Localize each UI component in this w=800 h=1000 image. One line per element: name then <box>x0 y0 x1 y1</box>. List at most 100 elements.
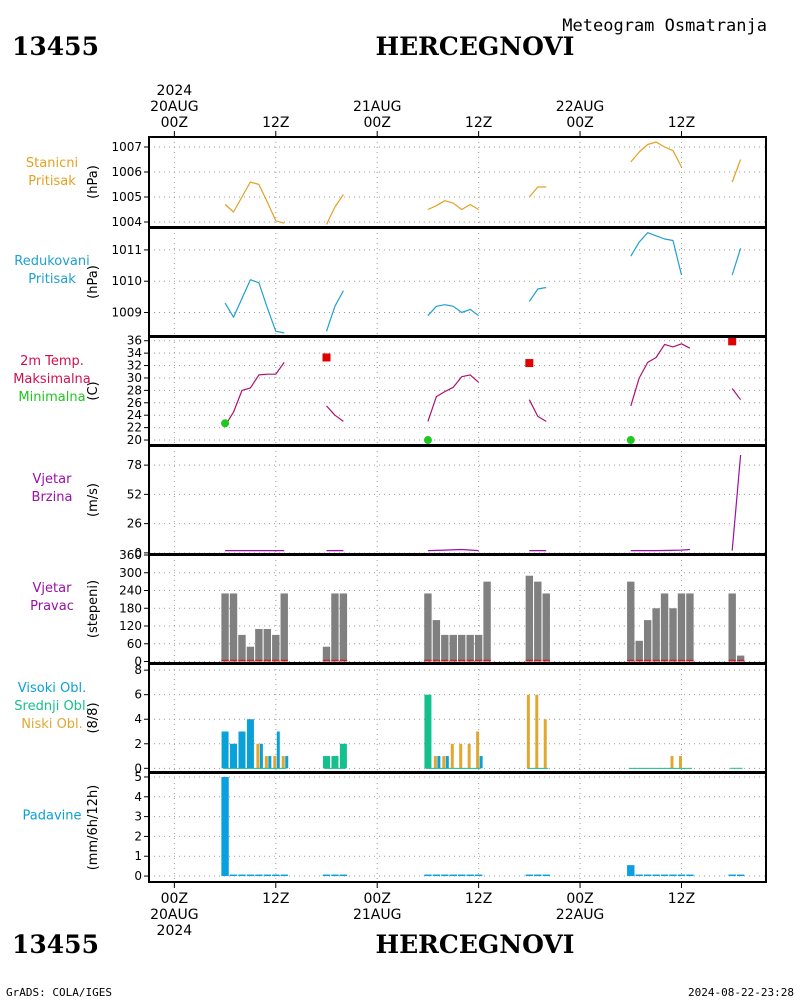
y-tick-label: 4 <box>134 712 142 726</box>
y-tick-label: 1010 <box>111 274 142 288</box>
precipitation-bar <box>238 874 246 877</box>
panel-label-line: Pritisak <box>28 272 76 287</box>
panel-label-line: Redukovani <box>14 254 89 269</box>
precipitation-bar <box>458 874 466 877</box>
precipitation-bar <box>424 874 432 877</box>
precipitation-bar <box>652 874 660 877</box>
reduced-pressure-line <box>325 290 344 332</box>
station-pressure-line <box>528 186 547 198</box>
time-label-bottom: 00Z <box>364 891 391 907</box>
station-name-top: HERCEGNOVI <box>375 32 574 61</box>
precipitation-bar <box>677 874 686 877</box>
y-axis-unit: (m/s) <box>86 483 101 517</box>
y-tick-label: 0 <box>134 869 142 883</box>
precipitation-bar <box>466 874 474 877</box>
panel-clouds: 0 2 4 6 8 (8/8)Visoki Obl. Srednji Obl. Niski O… <box>14 663 766 775</box>
time-label-bottom: 20AUG <box>150 907 199 923</box>
panel-frame <box>148 772 767 883</box>
low-cloud-bar <box>678 756 682 769</box>
time-label-top: 21AUG <box>353 99 402 115</box>
wind-direction-bar <box>643 620 652 662</box>
y-tick-label: 6 <box>134 688 142 702</box>
wind-direction-bar <box>263 628 272 662</box>
precipitation-bar <box>255 874 263 877</box>
time-label-bottom: 12Z <box>262 891 289 907</box>
panel-label-line: Srednji Obl. <box>14 699 89 714</box>
wind-direction-bar <box>466 634 474 662</box>
high-cloud-bar <box>479 756 483 769</box>
precipitation-bar <box>686 874 694 877</box>
high-cloud-bar <box>285 756 289 769</box>
panel-frame <box>148 445 767 555</box>
wind-direction-bar <box>627 581 635 662</box>
y-tick-label: 2 <box>134 829 142 843</box>
wind-speed-line <box>427 548 479 552</box>
y-tick-label: 1006 <box>111 165 142 179</box>
precipitation-bar <box>736 874 745 877</box>
wind-direction-bar <box>669 608 677 662</box>
wind-speed-line <box>630 548 690 552</box>
panel-reduced_pressure: 1009 1010 1011 (hPa)Redukovani Pritisak <box>14 228 766 336</box>
high-cloud-bar <box>259 743 263 769</box>
reduced-pressure-line <box>630 232 683 276</box>
mid-cloud-bar <box>322 756 330 769</box>
wind-direction-bar <box>272 634 280 662</box>
panel-label-line: 2m Temp. <box>20 354 84 369</box>
time-label-bottom: 00Z <box>161 891 188 907</box>
low-cloud-bar <box>543 719 547 769</box>
low-cloud-bar <box>535 694 539 769</box>
y-tick-label: 30 <box>127 371 142 385</box>
y-tick-label: 28 <box>127 383 142 397</box>
panel-label-line: Brzina <box>32 490 73 505</box>
wind-direction-bar <box>449 634 457 662</box>
low-cloud-bar <box>264 756 268 769</box>
tmax-marker <box>322 353 331 362</box>
panel-label-line: Vjetar <box>33 472 73 487</box>
wind-direction-bar <box>525 575 534 662</box>
high-cloud-bar <box>238 731 246 769</box>
time-label-top: 12Z <box>668 115 695 131</box>
mid-cloud-bar <box>424 694 432 769</box>
y-axis-unit: (stepeni) <box>86 580 101 638</box>
reduced-pressure-line <box>528 286 547 302</box>
y-tick-label: 8 <box>134 663 142 677</box>
station-pressure-line <box>630 141 683 168</box>
station-id-bottom: 13455 <box>12 930 99 959</box>
time-label-bottom: 21AUG <box>353 907 402 923</box>
temperature-line <box>224 362 285 427</box>
precipitation-bar <box>669 874 677 877</box>
y-tick-label: 0 <box>134 761 142 775</box>
temperature-line <box>731 388 742 401</box>
plot-area: 1004100510061007(hPa)StanicniPritisak100… <box>13 83 767 939</box>
tmax-marker <box>525 359 534 368</box>
low-cloud-bar <box>459 743 463 769</box>
precipitation-bar <box>627 865 635 877</box>
panel-label-line: Visoki Obl. <box>18 681 86 696</box>
y-axis-unit: (8/8) <box>86 702 101 733</box>
time-label-top: 00Z <box>161 115 188 131</box>
high-cloud-bar <box>276 731 280 769</box>
panel-wind_direction: 0 60 120 180 240 300 360 (stepeni) Vjetar Pravac <box>30 548 766 669</box>
y-tick-label: 1009 <box>111 306 142 320</box>
precipitation-bar <box>272 874 280 877</box>
time-label-bottom: 22AUG <box>556 907 605 923</box>
low-cloud-bar <box>670 756 674 769</box>
time-label-top: 12Z <box>262 115 289 131</box>
panel-wind_speed: 0 26 52 78 (m/s) Vjetar Brzina <box>32 446 766 560</box>
y-tick-label: 1011 <box>111 243 142 257</box>
station-pressure-line <box>427 200 479 211</box>
y-tick-label: 52 <box>127 487 142 501</box>
y-tick-label: 2 <box>134 737 142 751</box>
tmin-marker <box>221 419 230 428</box>
y-tick-label: 120 <box>119 619 142 633</box>
y-tick-label: 180 <box>119 601 142 615</box>
high-cloud-bar <box>246 719 254 769</box>
panel-label-line: Pritisak <box>28 174 76 189</box>
precipitation-bar <box>331 874 339 877</box>
precipitation-bar <box>643 874 652 877</box>
low-cloud-bar <box>450 743 454 769</box>
wind-speed-line <box>731 454 742 551</box>
y-tick-label: 78 <box>127 458 142 472</box>
precipitation-bar <box>229 874 238 877</box>
